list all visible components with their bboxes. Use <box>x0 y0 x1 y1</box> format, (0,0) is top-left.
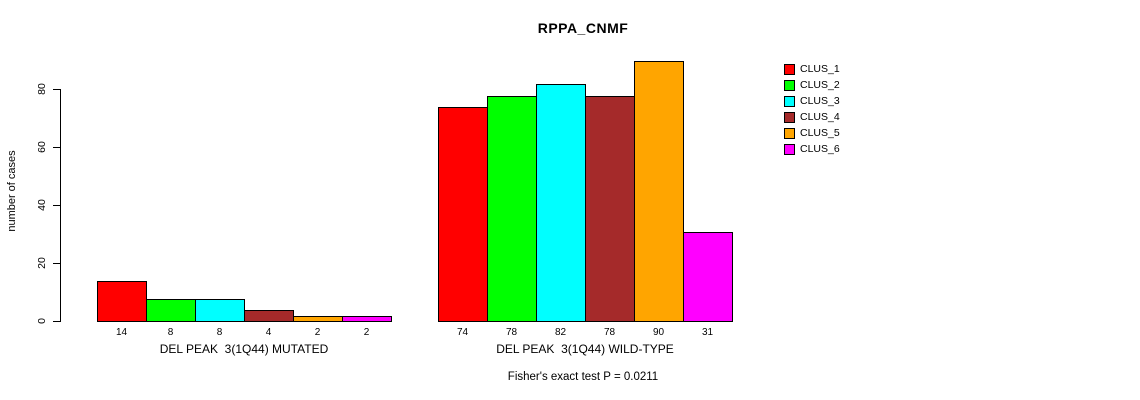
bar-value-label: 4 <box>265 327 272 338</box>
bar-clus_4-group2 <box>585 96 635 322</box>
bar-clus_2-group1 <box>146 299 196 322</box>
y-tick <box>53 205 60 206</box>
bar-value-label: 74 <box>456 327 469 338</box>
fisher-test-note: Fisher's exact test P = 0.0211 <box>507 371 659 383</box>
y-axis-line <box>60 89 61 322</box>
legend-item-clus_6: CLUS_6 <box>784 141 840 157</box>
group-label-1: DEL PEAK 3(1Q44) MUTATED <box>159 342 329 356</box>
group-label-2: DEL PEAK 3(1Q44) WILD-TYPE <box>496 342 674 356</box>
legend-label: CLUS_5 <box>800 127 840 139</box>
bar-value-label: 78 <box>603 327 616 338</box>
bar-value-label: 2 <box>314 327 321 338</box>
bar-clus_4-group1 <box>244 310 294 322</box>
y-tick-label: 20 <box>36 257 48 269</box>
legend-item-clus_3: CLUS_3 <box>784 93 840 109</box>
legend-item-clus_5: CLUS_5 <box>784 125 840 141</box>
bar-clus_5-group1 <box>293 316 343 322</box>
bar-clus_1-group1 <box>97 281 147 322</box>
bar-clus_1-group2 <box>438 107 488 322</box>
y-tick <box>53 263 60 264</box>
bar-clus_3-group2 <box>536 84 586 322</box>
legend-swatch-icon <box>784 95 795 107</box>
bar-clus_6-group2 <box>683 232 733 322</box>
legend-swatch-icon <box>784 63 795 75</box>
y-tick-label: 60 <box>36 141 48 153</box>
legend-item-clus_2: CLUS_2 <box>784 77 840 93</box>
bar-value-label: 78 <box>505 327 518 338</box>
legend-swatch-icon <box>784 111 795 123</box>
legend-item-clus_4: CLUS_4 <box>784 109 840 125</box>
bar-clus_2-group2 <box>487 96 537 322</box>
legend-item-clus_1: CLUS_1 <box>784 61 840 77</box>
y-tick <box>53 321 60 322</box>
bar-clus_3-group1 <box>195 299 245 322</box>
legend-label: CLUS_1 <box>800 63 840 75</box>
legend-label: CLUS_3 <box>800 95 840 107</box>
bar-value-label: 2 <box>363 327 370 338</box>
bar-value-label: 90 <box>652 327 665 338</box>
legend-swatch-icon <box>784 127 795 139</box>
y-tick-label: 0 <box>36 318 48 324</box>
bar-value-label: 82 <box>554 327 567 338</box>
y-tick <box>53 89 60 90</box>
legend: CLUS_1 CLUS_2 CLUS_3 CLUS_4 CLUS_5 CLUS_6 <box>784 61 840 157</box>
y-tick <box>53 147 60 148</box>
y-tick-label: 80 <box>36 83 48 95</box>
legend-label: CLUS_6 <box>800 143 840 155</box>
legend-swatch-icon <box>784 79 795 91</box>
y-tick-label: 40 <box>36 199 48 211</box>
bar-value-label: 31 <box>701 327 714 338</box>
bar-value-label: 14 <box>115 327 128 338</box>
bar-clus_5-group2 <box>634 61 684 322</box>
y-axis-title: number of cases <box>6 150 18 232</box>
bar-clus_6-group1 <box>342 316 392 322</box>
legend-label: CLUS_2 <box>800 79 840 91</box>
bar-value-label: 8 <box>167 327 174 338</box>
chart-title: RPPA_CNMF <box>537 20 629 36</box>
legend-swatch-icon <box>784 143 795 155</box>
bar-value-label: 8 <box>216 327 223 338</box>
legend-label: CLUS_4 <box>800 111 840 123</box>
